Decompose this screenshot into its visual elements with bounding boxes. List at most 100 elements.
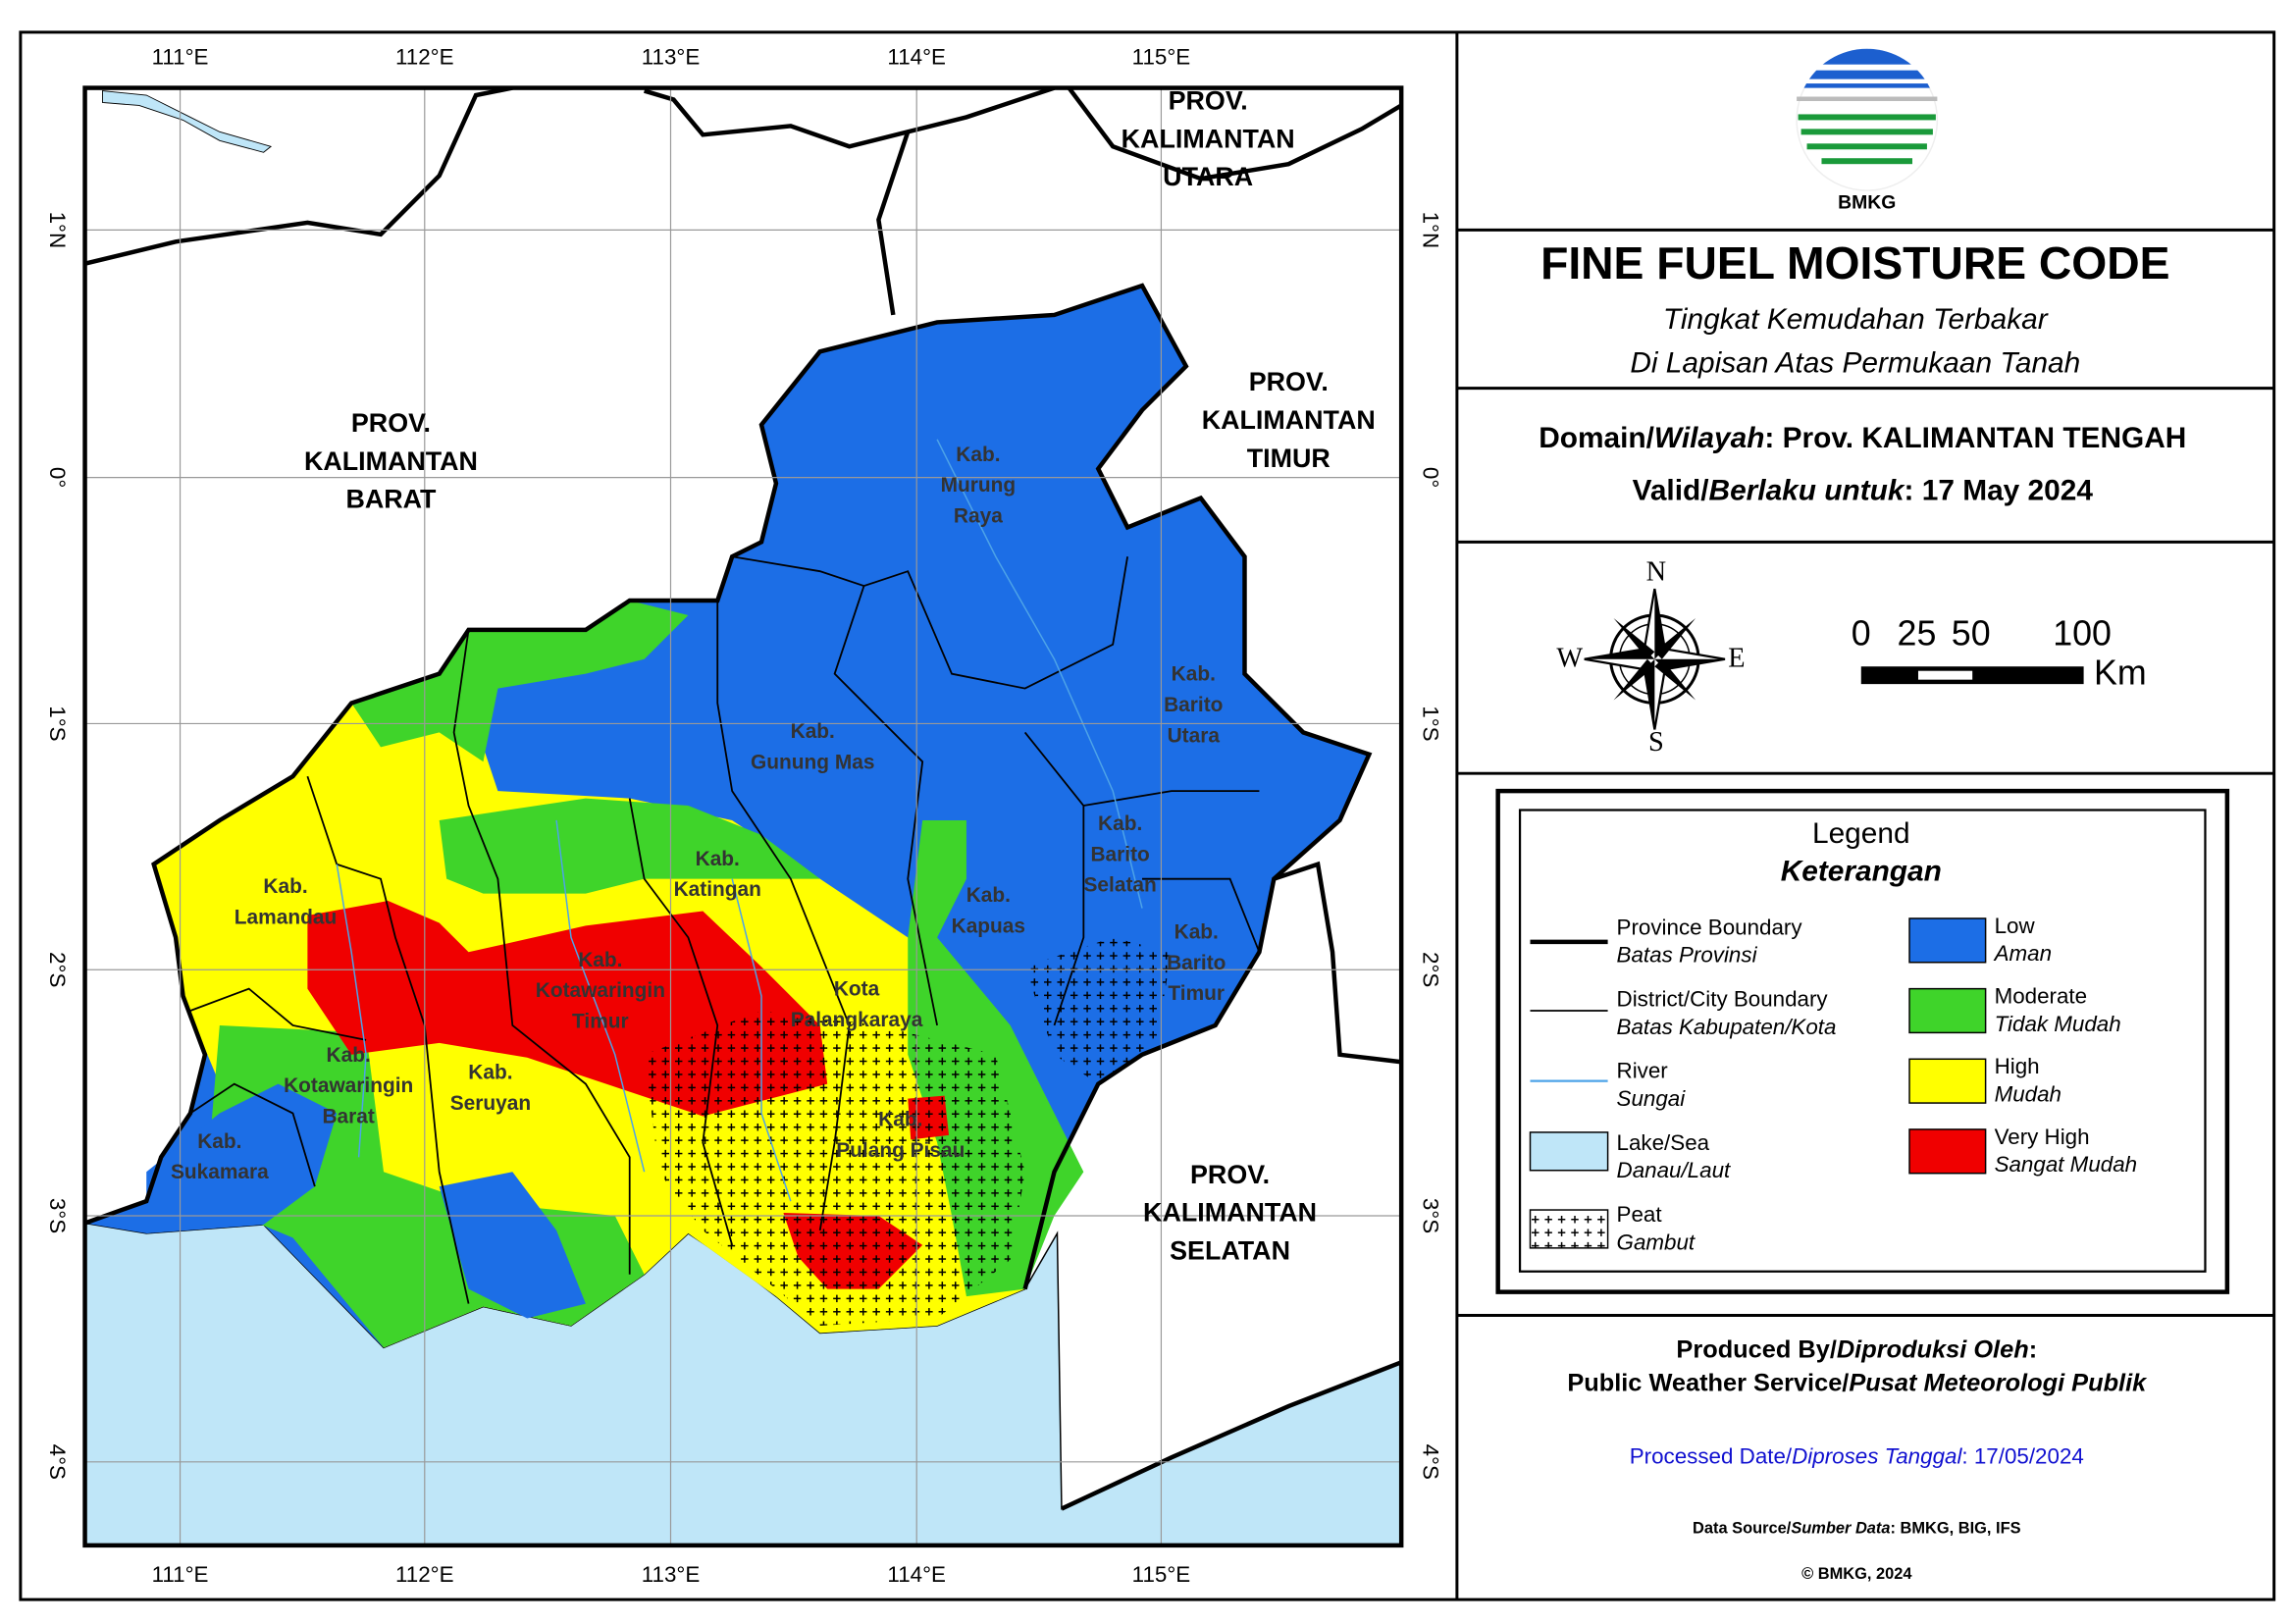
district-label: Sukamara xyxy=(171,1161,269,1183)
peat-area xyxy=(644,1011,1025,1326)
compass-w: W xyxy=(1556,644,1583,674)
peat-area xyxy=(1024,937,1172,1084)
legend-label: Peat xyxy=(1617,1202,1663,1227)
district-label: Timur xyxy=(572,1010,629,1032)
processed-date: Processed Date/Diproses Tanggal: 17/05/2… xyxy=(1630,1443,2084,1468)
scale-label: 25 xyxy=(1898,613,1937,653)
processed-value: : 17/05/2024 xyxy=(1961,1443,2083,1468)
lat-label: 2°S xyxy=(45,952,70,987)
valid-date: Valid/Berlaku untuk: 17 May 2024 xyxy=(1633,474,2094,506)
legend-label-id: Sangat Mudah xyxy=(1995,1152,2138,1177)
processed-label-id: Diproses Tanggal xyxy=(1792,1443,1962,1468)
district-label: Kotawaringin xyxy=(536,979,665,1002)
province-label: PROV. xyxy=(1190,1160,1270,1189)
domain: Domain/Wilayah: Prov. KALIMANTAN TENGAH xyxy=(1539,422,2186,454)
produced-colon: : xyxy=(2029,1335,2037,1363)
lon-label: 114°E xyxy=(887,45,946,70)
legend-swatch xyxy=(1908,1058,1987,1104)
compass-e: E xyxy=(1728,644,1745,674)
legend-label-id: Batas Provinsi xyxy=(1617,943,1758,968)
source-label-id: Sumber Data xyxy=(1791,1520,1890,1538)
district-label: Palangkaraya xyxy=(791,1009,923,1031)
rivers xyxy=(336,439,1143,1202)
province-label: KALIMANTAN xyxy=(304,446,478,476)
region-moderate xyxy=(351,601,689,762)
lat-label: 2°S xyxy=(1419,952,1443,987)
lat-label: 0° xyxy=(1419,467,1443,488)
service-name-id: Pusat Meteorologi Publik xyxy=(1849,1369,2148,1396)
lat-label: 3°S xyxy=(1419,1198,1443,1233)
province-label: BARAT xyxy=(345,485,437,514)
district-label: Kab. xyxy=(966,884,1011,907)
district-label: Timur xyxy=(1168,982,1225,1005)
legend-label-id: Sungai xyxy=(1617,1086,1687,1111)
district-label: Gunung Mas xyxy=(751,751,874,773)
map-frame xyxy=(82,85,1404,1548)
legend-swatch xyxy=(1908,987,1987,1034)
domain-label-id: Wilayah xyxy=(1654,422,1764,454)
province-label: PROV. xyxy=(1169,86,1248,116)
district-label: Selatan xyxy=(1084,874,1157,897)
lat-label: 1°S xyxy=(1419,706,1443,741)
province-label: TIMUR xyxy=(1247,444,1331,473)
service: Public Weather Service/Pusat Meteorologi… xyxy=(1567,1369,2148,1396)
district-label: Kab. xyxy=(1172,663,1216,686)
province-label: SELATAN xyxy=(1170,1235,1290,1265)
legend-label: Lake/Sea xyxy=(1617,1130,1710,1155)
district-label: Kab. xyxy=(327,1044,371,1067)
produced-label-id: Diproduksi Oleh xyxy=(1837,1335,2029,1363)
source-label: Data Source/ xyxy=(1693,1520,1792,1538)
data-source: Data Source/Sumber Data: BMKG, BIG, IFS xyxy=(1693,1520,2021,1538)
legend-swatch xyxy=(1908,1128,1987,1175)
legend-label-id: Batas Kabupaten/Kota xyxy=(1617,1015,1837,1039)
province-boundaries xyxy=(84,87,1402,1511)
legend-swatch xyxy=(1908,917,1987,964)
valid-label-id: Berlaku untuk xyxy=(1709,474,1905,506)
legend-title: Legend xyxy=(1812,817,1910,850)
legend-label: High xyxy=(1995,1054,2040,1078)
district-label: Kota xyxy=(834,978,880,1001)
legend-label-id: Tidak Mudah xyxy=(1995,1012,2121,1036)
district-label: Kab. xyxy=(197,1130,241,1153)
source-value: : BMKG, BIG, IFS xyxy=(1891,1520,2021,1538)
legend-label: Very High xyxy=(1995,1125,2090,1149)
province-label: PROV. xyxy=(1249,367,1329,396)
district-label: Kab. xyxy=(791,720,835,743)
valid-value: : 17 May 2024 xyxy=(1905,474,2094,506)
subtitle: Tingkat Kemudahan Terbakar xyxy=(1663,303,2049,336)
district-label: Barito xyxy=(1090,843,1149,865)
scale-label: 100 xyxy=(2053,613,2112,653)
province-label: KALIMANTAN xyxy=(1122,124,1295,153)
district-label: Barito xyxy=(1164,694,1223,716)
produced-by: Produced By/Diproduksi Oleh: xyxy=(1676,1335,2037,1363)
lon-label: 115°E xyxy=(1132,45,1191,70)
lat-label: 1°N xyxy=(1419,212,1443,249)
legend-label-id: Mudah xyxy=(1995,1082,2061,1107)
province-label: KALIMANTAN xyxy=(1143,1198,1317,1228)
district-label: Kab. xyxy=(956,444,1000,466)
lon-label: 111°E xyxy=(152,1562,209,1587)
scale-unit: Km xyxy=(2094,654,2147,693)
side-panel: BMKG FINE FUEL MOISTURE CODE Tingkat Kem… xyxy=(1456,48,2274,1583)
lon-label: 113°E xyxy=(642,1562,701,1587)
bmkg-logo: BMKG xyxy=(1796,48,1939,214)
copyright: © BMKG, 2024 xyxy=(1801,1565,1912,1583)
district-label: Murung xyxy=(941,474,1017,497)
district-label: Barito xyxy=(1167,952,1226,974)
lat-label: 1°S xyxy=(45,706,70,741)
district-label: Kapuas xyxy=(952,915,1025,937)
district-label: Kab. xyxy=(1098,812,1142,835)
district-label: Kotawaringin xyxy=(284,1074,413,1097)
district-label: Katingan xyxy=(674,878,761,901)
processed-label: Processed Date/ xyxy=(1630,1443,1793,1468)
valid-label: Valid/ xyxy=(1633,474,1709,506)
lat-label: 3°S xyxy=(45,1198,70,1233)
district-label: Utara xyxy=(1168,724,1221,747)
legend-label: River xyxy=(1617,1059,1669,1083)
lat-label: 4°S xyxy=(1419,1444,1443,1480)
legend-label-id: Aman xyxy=(1993,941,2052,966)
lon-label: 114°E xyxy=(887,1562,946,1587)
compass-n: N xyxy=(1646,557,1666,588)
district-label: Lamandau xyxy=(235,906,337,928)
